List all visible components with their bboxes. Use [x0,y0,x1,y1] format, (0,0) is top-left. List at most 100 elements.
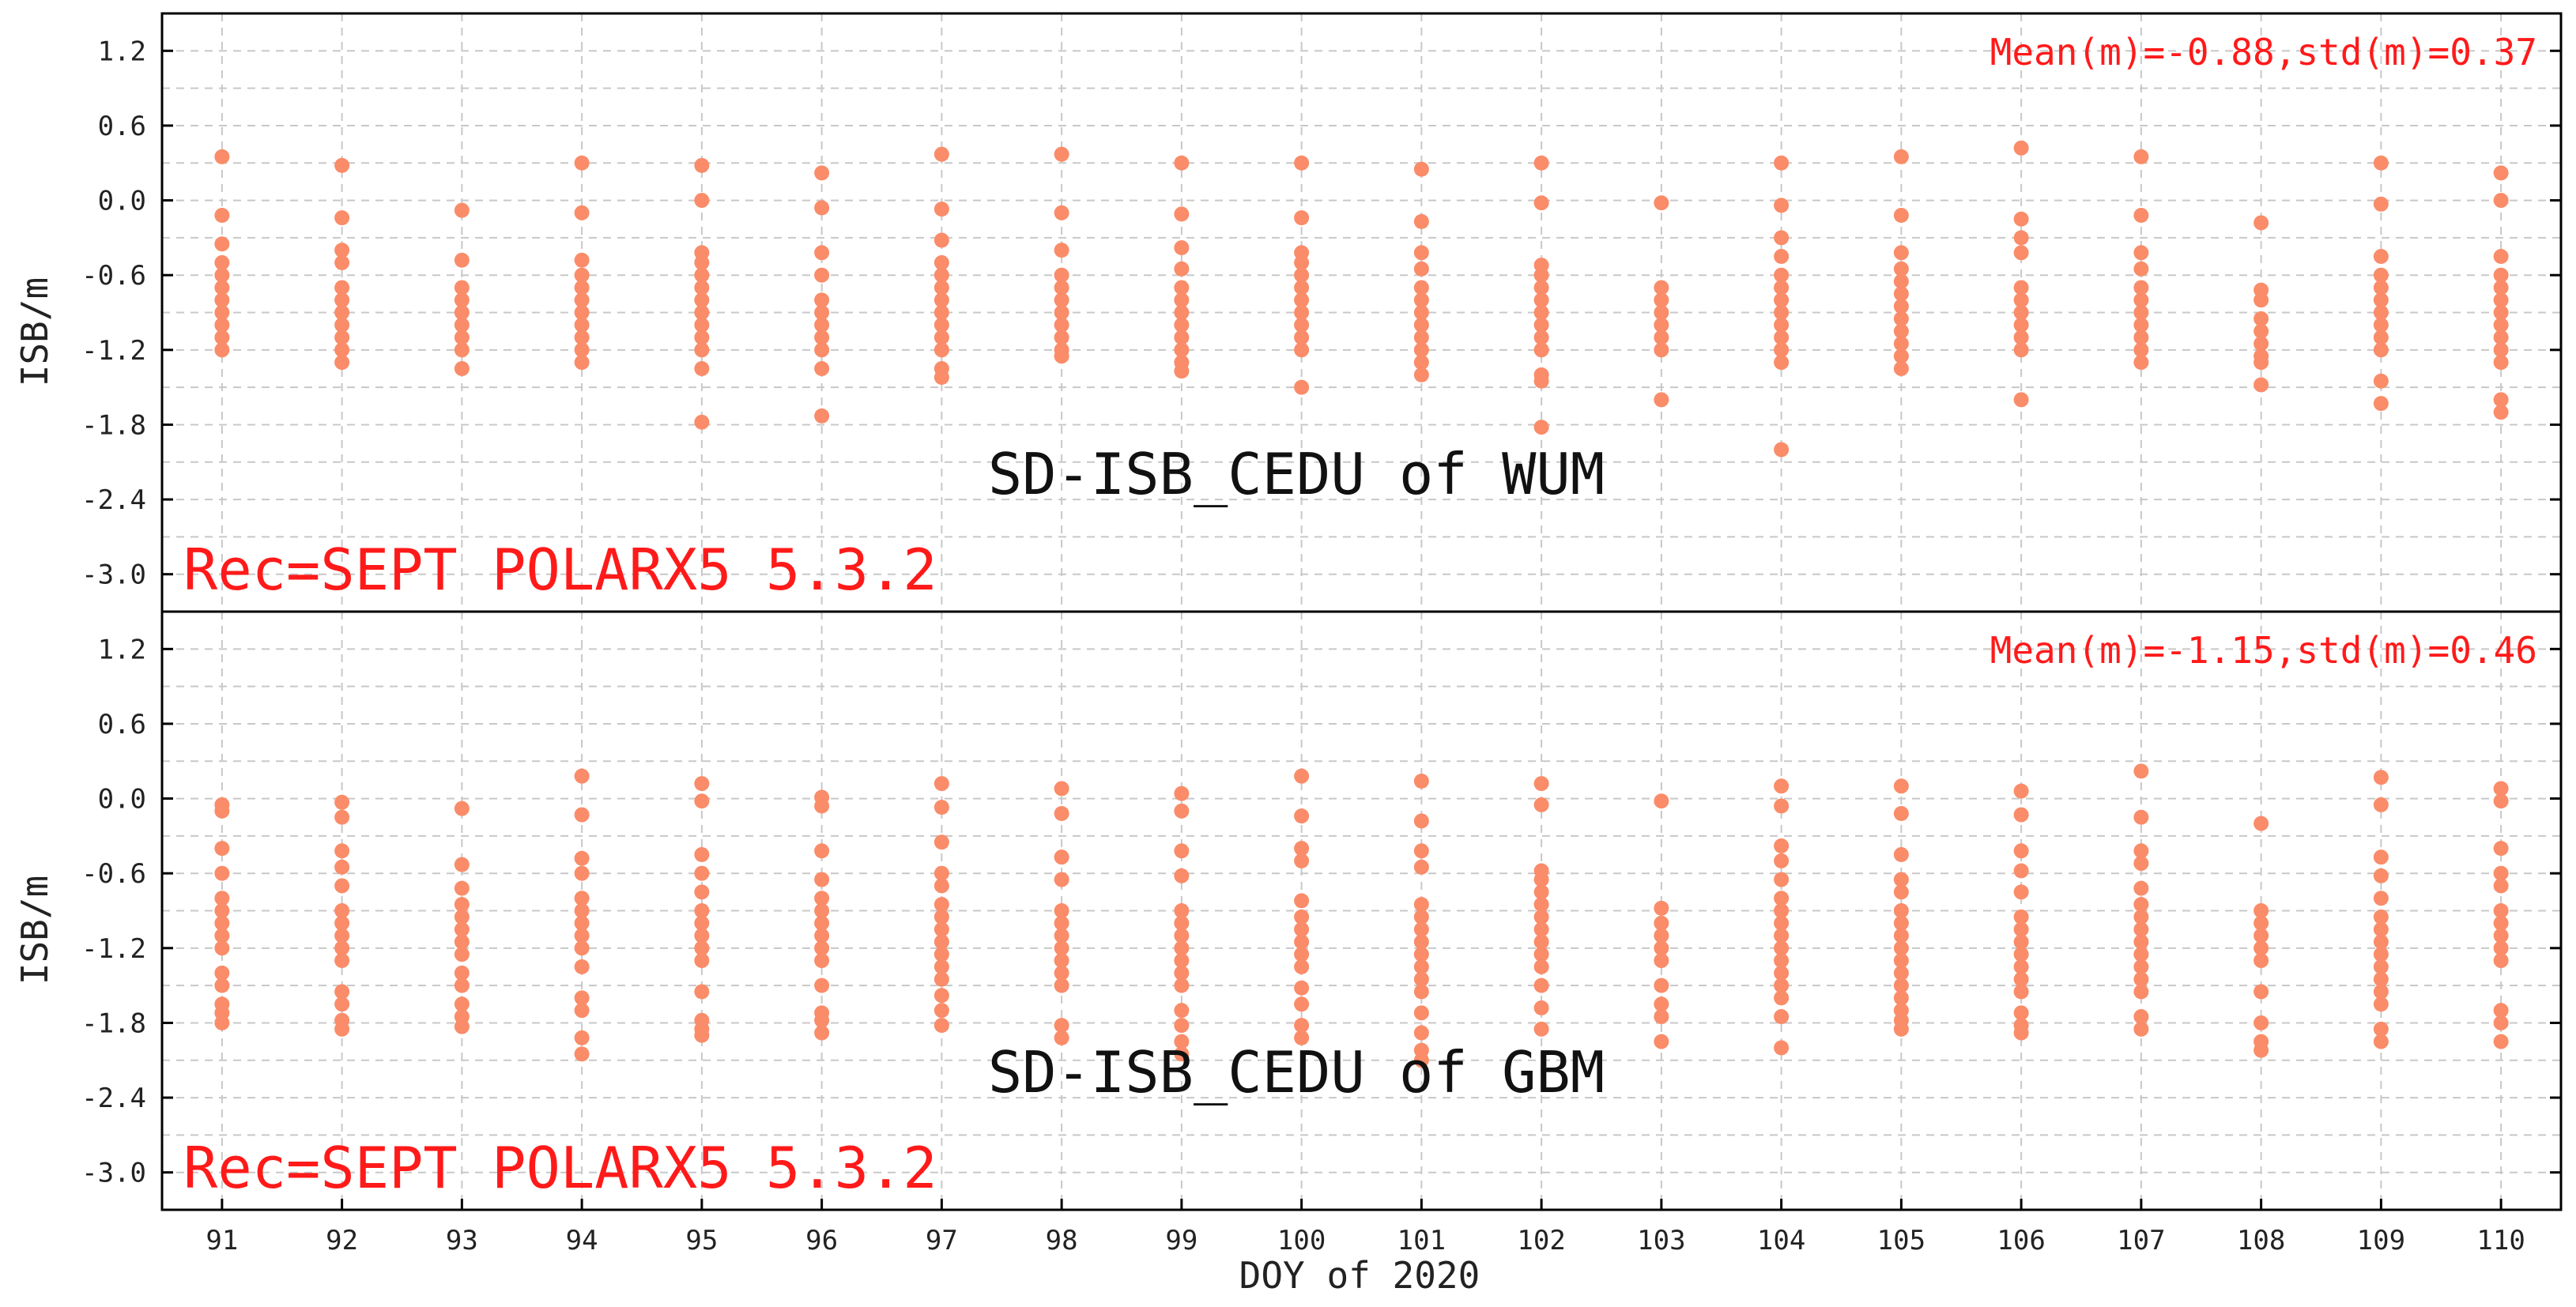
data-point [334,292,350,308]
data-point [2133,305,2149,320]
data-point [334,843,350,859]
data-point [1774,280,1790,296]
data-point [1533,977,1549,993]
data-point [2133,897,2149,913]
data-point [1533,342,1549,358]
data-point [1774,853,1790,868]
data-point [2493,1034,2509,1049]
data-point [1413,245,1429,261]
data-point [574,317,590,333]
y-tick-label: -1.8 [81,1008,146,1039]
data-point [214,207,230,223]
data-point [2373,267,2389,283]
data-point [334,878,350,894]
data-point [214,236,230,252]
data-point [814,953,830,969]
data-point [1294,909,1310,925]
data-point [2373,849,2389,865]
data-point [2133,292,2149,308]
data-point [334,953,350,969]
data-point [454,934,470,950]
data-point [1893,245,1909,261]
data-point [1893,965,1909,981]
data-point [694,330,710,345]
data-point [1294,305,1310,320]
data-point [814,267,830,283]
data-point [1174,330,1190,345]
data-point [1533,1021,1549,1037]
data-point [933,934,949,950]
data-point [814,408,830,424]
data-point [334,243,350,258]
data-point [1893,977,1909,993]
data-point [2133,1009,2149,1025]
data-point [2493,405,2509,420]
data-point [1533,317,1549,333]
data-point [1774,267,1790,283]
data-point [214,330,230,345]
data-point [2133,909,2149,925]
data-point [1774,838,1790,853]
data-point [1054,146,1069,162]
data-point [1774,230,1790,246]
data-point [1054,317,1069,333]
data-point [694,414,710,430]
data-point [574,1030,590,1045]
data-point [814,977,830,993]
data-point [1893,286,1909,302]
data-point [1654,996,1669,1012]
y-tick-label: -2.4 [81,1083,146,1114]
y-tick-label: -3.0 [81,559,146,591]
data-point [2013,140,2029,156]
x-tick-label: 97 [926,1225,958,1256]
data-point [1654,953,1669,969]
data-point [574,928,590,944]
y-tick-label: -1.8 [81,409,146,441]
data-point [1294,959,1310,974]
data-point [2133,856,2149,872]
data-point [1413,280,1429,296]
data-point [454,909,470,925]
data-point [1054,1018,1069,1034]
data-point [1533,330,1549,345]
data-point [1654,292,1669,308]
data-point [2373,868,2389,883]
data-point [1054,292,1069,308]
data-point [1294,210,1310,226]
data-point [1893,273,1909,289]
data-point [1054,280,1069,296]
x-tick-label: 108 [2237,1225,2285,1256]
data-point [214,891,230,906]
data-point [1654,1009,1669,1025]
data-point [1294,342,1310,358]
data-point [2254,940,2269,956]
data-point [2013,305,2029,320]
data-point [2493,355,2509,371]
data-point [1654,195,1669,211]
data-point [1654,977,1669,993]
data-point [694,865,710,881]
data-point [2373,330,2389,345]
data-point [334,809,350,825]
data-point [694,317,710,333]
data-point [2373,1034,2389,1049]
data-point [2133,843,2149,859]
data-point [1533,195,1549,211]
data-point [1893,311,1909,326]
data-point [1893,323,1909,339]
data-point [574,267,590,283]
data-point [2373,921,2389,937]
y-tick-label: -0.6 [81,858,146,890]
data-point [334,984,350,1000]
data-point [2493,267,2509,283]
y-tick-label: 0.0 [98,784,146,815]
x-tick-label: 100 [1277,1225,1326,1256]
data-point [933,988,949,1004]
data-point [1054,348,1069,364]
data-point [574,865,590,881]
data-point [1413,367,1429,382]
data-point [1054,903,1069,918]
data-point [454,330,470,345]
data-point [694,267,710,283]
